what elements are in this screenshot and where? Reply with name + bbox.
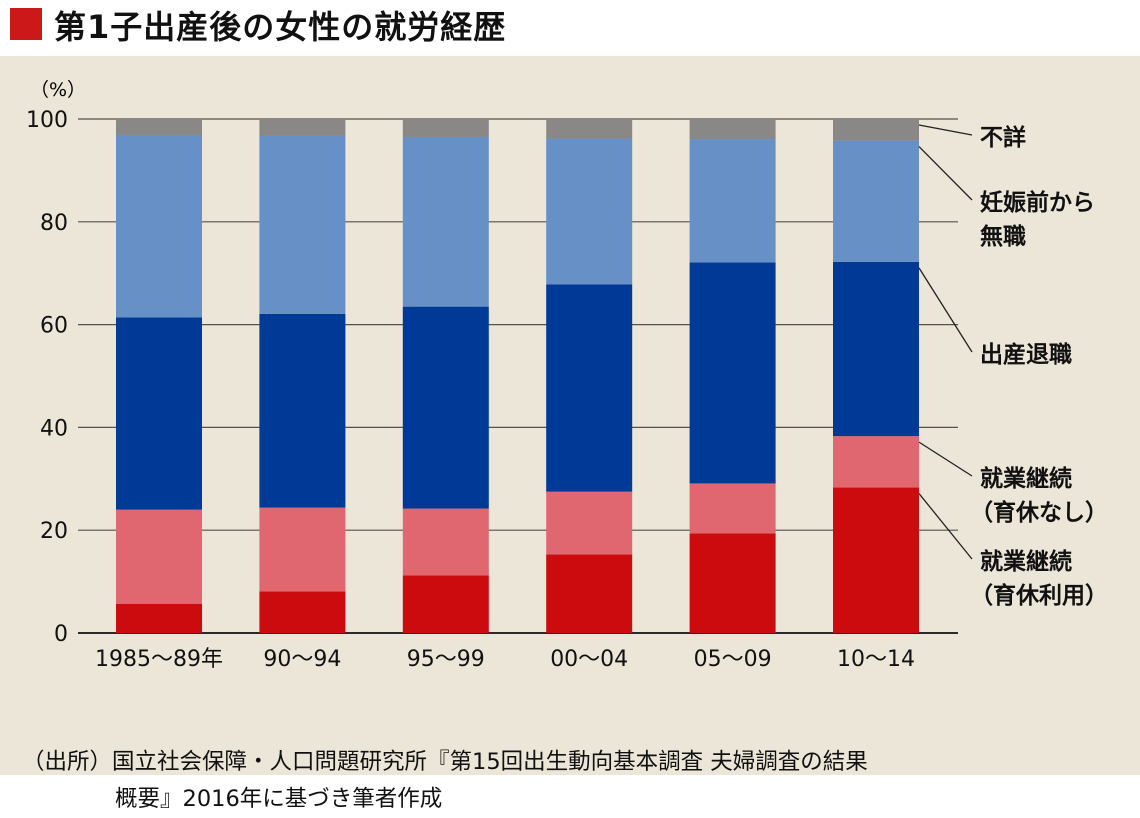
leader-line xyxy=(918,146,973,201)
bar-segment-1-1 xyxy=(116,603,202,633)
y-tick-label: 80 xyxy=(40,211,68,236)
bar-segment-4-4 xyxy=(546,138,633,285)
series-label: （育休利用） xyxy=(970,582,1108,609)
y-tick-label: 0 xyxy=(54,622,68,647)
y-unit-label: （%） xyxy=(30,79,86,101)
bar-segment-5-1 xyxy=(116,119,202,135)
bar-segment-1-5 xyxy=(689,533,776,633)
y-tick-label: 40 xyxy=(40,416,68,441)
x-tick-label: 1985～89年 xyxy=(95,647,223,672)
source-note-line-1: （出所）国立社会保障・人口問題研究所『第15回出生動向基本調査 夫婦調査の結果 xyxy=(22,749,868,775)
title-bar: 第1子出産後の女性の就労経歴 xyxy=(0,0,1140,56)
y-tick-label: 60 xyxy=(40,314,68,339)
bar-segment-2-5 xyxy=(689,483,776,534)
series-label: 就業継続 xyxy=(980,548,1072,575)
bar-segment-4-3 xyxy=(402,136,489,307)
x-tick-label: 10～14 xyxy=(837,647,915,672)
title-marker xyxy=(10,8,42,40)
chart-panel: 0 20 40 60 80 100 1985～89年 90～94 95～99 00～04 05～0… xyxy=(0,56,1140,812)
y-tick-label: 20 xyxy=(40,519,68,544)
bar-segment-4-1 xyxy=(116,134,202,318)
x-tick-label: 00～04 xyxy=(550,647,628,672)
series-label: 妊娠前から xyxy=(980,189,1095,216)
x-tick-label: 95～99 xyxy=(407,647,485,672)
bar-segment-4-2 xyxy=(259,135,346,314)
leader-line xyxy=(918,267,973,353)
series-label: 不詳 xyxy=(980,124,1026,151)
bar-segment-3-6 xyxy=(833,261,919,437)
x-tick-label: 90～94 xyxy=(263,647,341,672)
series-label: 就業継続 xyxy=(980,465,1072,492)
bar-segment-2-6 xyxy=(833,436,919,488)
bar-segments xyxy=(116,119,919,633)
stacked-bar-chart: 0 20 40 60 80 100 1985～89年 90～94 95～99 00～04 05～0… xyxy=(26,79,1108,672)
bar-segment-3-5 xyxy=(689,262,776,484)
bar-segment-5-5 xyxy=(689,119,776,140)
bar-segment-5-6 xyxy=(833,119,919,141)
bar-segment-5-3 xyxy=(402,119,489,137)
bar-segment-4-6 xyxy=(833,140,919,262)
leader-line xyxy=(918,441,973,477)
series-label: 出産退職 xyxy=(980,341,1072,368)
gridlines xyxy=(78,118,958,634)
bar-segment-2-2 xyxy=(259,507,346,592)
bar-segment-4-5 xyxy=(689,139,776,263)
bar-segment-5-2 xyxy=(259,119,346,136)
leader-line xyxy=(918,493,973,560)
bar-segment-3-1 xyxy=(116,317,202,510)
x-tick-label: 05～09 xyxy=(694,647,772,672)
bar-segment-5-4 xyxy=(546,119,633,139)
bar-segment-3-4 xyxy=(546,284,633,492)
y-tick-labels: 0 20 40 60 80 100 xyxy=(26,108,68,647)
bar-segment-2-4 xyxy=(546,491,633,555)
x-tick-labels: 1985～89年 90～94 95～99 00～04 05～09 10～14 xyxy=(95,647,915,672)
bar-segment-1-3 xyxy=(402,575,489,633)
series-label: 無職 xyxy=(980,223,1026,250)
source-note: （出所）国立社会保障・人口問題研究所『第15回出生動向基本調査 夫婦調査の結果 … xyxy=(22,744,1132,818)
bar-segment-1-2 xyxy=(259,591,346,633)
bar-segment-3-2 xyxy=(259,313,346,508)
leader-line xyxy=(918,124,973,136)
chart-title: 第1子出産後の女性の就労経歴 xyxy=(54,8,507,46)
bar-segment-2-1 xyxy=(116,509,202,604)
y-tick-label: 100 xyxy=(26,108,68,133)
bar-segment-1-6 xyxy=(833,487,919,633)
bar-segment-2-3 xyxy=(402,508,489,576)
bar-segment-1-4 xyxy=(546,554,633,633)
series-label: （育休なし） xyxy=(970,499,1108,526)
bar-segment-3-3 xyxy=(402,306,489,509)
source-note-line-2: 概要』2016年に基づき筆者作成 xyxy=(115,786,443,812)
